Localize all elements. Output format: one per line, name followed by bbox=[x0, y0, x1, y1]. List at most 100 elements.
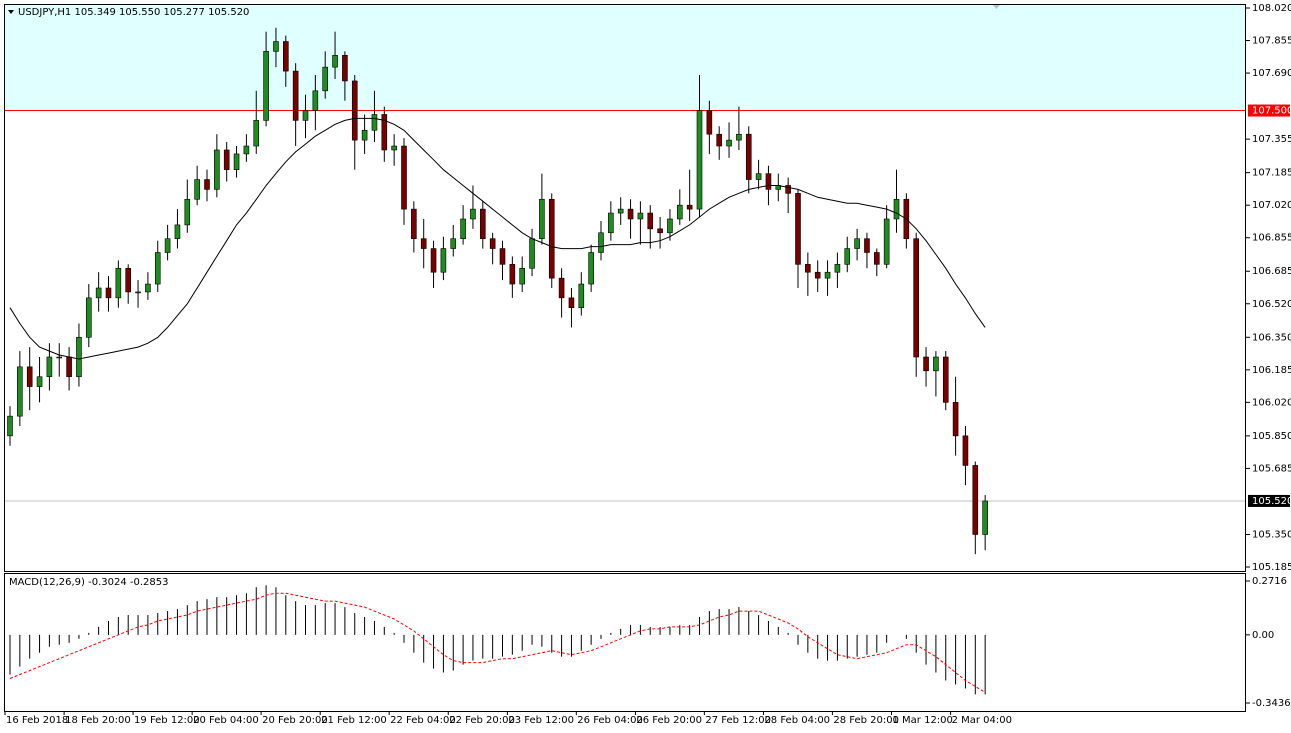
y-tick-label: 106.185 bbox=[1252, 365, 1291, 376]
candle-body bbox=[204, 179, 210, 190]
candle-body bbox=[913, 238, 920, 358]
candle-body bbox=[361, 129, 368, 141]
candle-body bbox=[411, 208, 417, 239]
candle-body bbox=[647, 212, 654, 230]
candle-body bbox=[214, 149, 220, 190]
candle-body bbox=[135, 291, 141, 294]
candle-body bbox=[814, 271, 821, 279]
x-tick-label: 18 Feb 20:00 bbox=[65, 715, 131, 726]
candle-body bbox=[273, 41, 279, 52]
candle-body bbox=[834, 264, 841, 273]
candle-body bbox=[460, 218, 466, 239]
candle-body bbox=[292, 70, 299, 121]
candle-body bbox=[450, 238, 457, 249]
candle-body bbox=[440, 248, 447, 273]
candle-body bbox=[194, 179, 200, 200]
y-tick-label: 106.855 bbox=[1252, 233, 1291, 244]
candle-body bbox=[657, 228, 663, 234]
y-tick-label: 106.020 bbox=[1252, 397, 1291, 408]
candle-body bbox=[489, 238, 496, 249]
candle-body bbox=[66, 356, 72, 378]
candle-body bbox=[371, 114, 378, 131]
candle-body bbox=[795, 193, 801, 265]
y-tick-label: 105.185 bbox=[1252, 562, 1291, 573]
candle-body bbox=[893, 198, 900, 220]
candle-body bbox=[351, 80, 358, 141]
x-tick-label: 26 Feb 04:00 bbox=[577, 715, 643, 726]
candle-body bbox=[164, 238, 171, 253]
candle-body bbox=[342, 55, 348, 82]
candle-body bbox=[617, 208, 624, 214]
y-tick-label: 106.350 bbox=[1252, 332, 1291, 343]
x-tick-label: 2 Mar 04:00 bbox=[952, 715, 1012, 726]
candle-body bbox=[982, 500, 988, 535]
candle-body bbox=[184, 198, 191, 226]
candle-body bbox=[509, 264, 516, 285]
level-label: 107.500 bbox=[1252, 106, 1291, 117]
candle-body bbox=[824, 271, 831, 279]
candle-body bbox=[962, 435, 969, 466]
x-tick-label: 26 Feb 20:00 bbox=[636, 715, 702, 726]
candle-body bbox=[686, 204, 693, 210]
candle-body bbox=[154, 252, 161, 285]
candle-body bbox=[332, 55, 338, 68]
candle-body bbox=[942, 356, 949, 403]
x-tick-label: 1 Mar 12:00 bbox=[893, 715, 953, 726]
candle-body bbox=[391, 145, 397, 151]
y-tick-label: 105.850 bbox=[1252, 431, 1291, 442]
candle-body bbox=[952, 402, 959, 437]
x-tick-label: 19 Feb 12:00 bbox=[134, 715, 200, 726]
candle-body bbox=[145, 283, 151, 293]
y-tick-label: 0.00 bbox=[1252, 630, 1274, 641]
chart-title: USDJPY,H1 105.349 105.550 105.277 105.52… bbox=[18, 7, 249, 18]
candle-body bbox=[558, 277, 565, 299]
macd-panel-frame bbox=[4, 573, 1246, 712]
candle-body bbox=[401, 145, 407, 210]
level-zone bbox=[5, 5, 1245, 111]
candle-body bbox=[253, 120, 260, 147]
x-tick-label: 28 Feb 20:00 bbox=[833, 715, 899, 726]
candle-body bbox=[972, 465, 979, 535]
x-tick-label: 28 Feb 04:00 bbox=[764, 715, 830, 726]
macd-title: MACD(12,26,9) -0.3024 -0.2853 bbox=[9, 577, 169, 588]
y-tick-label: 105.685 bbox=[1252, 463, 1291, 474]
candle-body bbox=[873, 252, 880, 265]
x-tick-label: 21 Feb 12:00 bbox=[321, 715, 387, 726]
candle-body bbox=[26, 366, 33, 387]
menu-arrow[interactable] bbox=[8, 10, 14, 14]
y-tick-label: -0.3436 bbox=[1252, 698, 1291, 709]
candle-body bbox=[529, 238, 535, 269]
candle-body bbox=[519, 267, 526, 285]
candle-body bbox=[805, 264, 811, 273]
candle-body bbox=[933, 356, 939, 372]
candle-body bbox=[499, 248, 506, 265]
candle-body bbox=[736, 133, 742, 141]
shift-marker[interactable] bbox=[993, 5, 1000, 9]
x-tick-label: 27 Feb 12:00 bbox=[705, 715, 771, 726]
y-tick-label: 107.355 bbox=[1252, 134, 1291, 145]
signal-line bbox=[9, 592, 986, 693]
candle-body bbox=[174, 224, 181, 239]
candle-body bbox=[263, 51, 269, 121]
y-tick-label: 105.350 bbox=[1252, 529, 1291, 540]
y-tick-label: 107.855 bbox=[1252, 36, 1291, 47]
candle-body bbox=[637, 212, 644, 220]
candle-body bbox=[86, 297, 92, 338]
x-tick-label: 16 Feb 2018 bbox=[6, 715, 68, 726]
level-label-box bbox=[1248, 104, 1290, 117]
candle-body bbox=[95, 287, 102, 299]
main-panel-frame bbox=[4, 4, 1246, 572]
candle-body bbox=[56, 356, 63, 359]
candle-body bbox=[844, 248, 851, 265]
candle-body bbox=[745, 133, 752, 180]
candle-body bbox=[539, 198, 545, 239]
candle-body bbox=[883, 218, 890, 265]
y-tick-label: 106.520 bbox=[1252, 299, 1291, 310]
candle-body bbox=[667, 218, 673, 234]
x-tick-label: 22 Feb 20:00 bbox=[449, 715, 515, 726]
y-tick-label: 108.020 bbox=[1252, 3, 1291, 14]
x-tick-label: 23 Feb 12:00 bbox=[508, 715, 574, 726]
candle-body bbox=[282, 41, 289, 72]
candle-body bbox=[46, 356, 53, 378]
candle-body bbox=[243, 145, 250, 155]
